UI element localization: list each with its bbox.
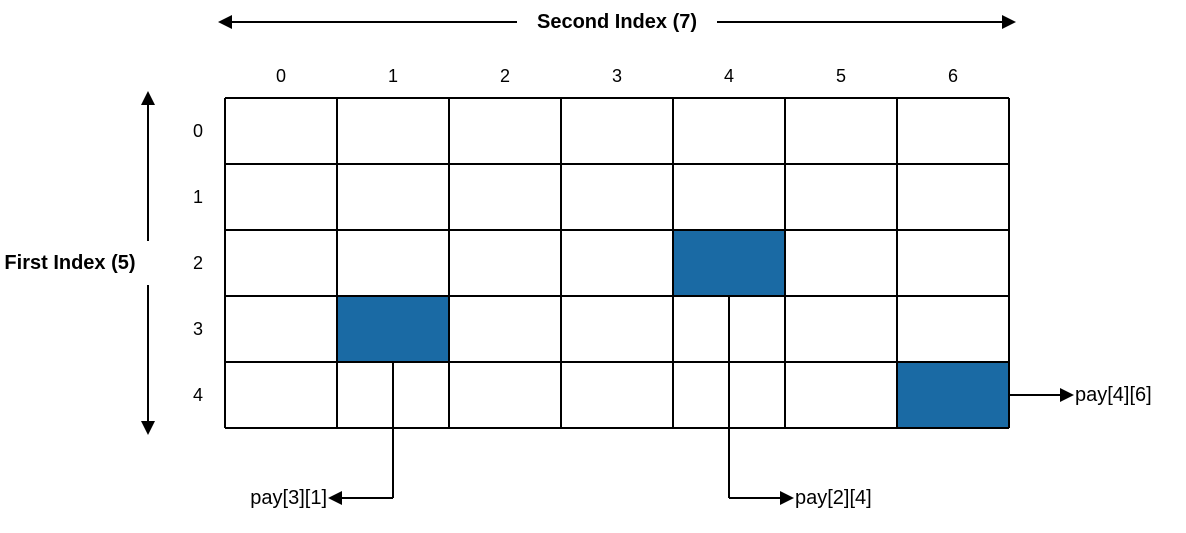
row-index-label: 1 — [193, 187, 203, 207]
col-index-label: 1 — [388, 66, 398, 86]
highlight-cell — [338, 297, 448, 361]
highlight-cell — [674, 231, 784, 295]
col-index-label: 6 — [948, 66, 958, 86]
left-axis-label: First Index (5) — [4, 252, 135, 274]
col-index-label: 0 — [276, 66, 286, 86]
grid-layer — [225, 98, 1009, 428]
col-index-label: 2 — [500, 66, 510, 86]
col-index-label: 3 — [612, 66, 622, 86]
row-index-label: 4 — [193, 385, 203, 405]
array-diagram: 0 1 2 3 4 5 6 0 1 2 3 4 Second Index (7) First Index … — [0, 0, 1186, 533]
callout-label: pay[3][1] — [250, 487, 327, 509]
highlight-cell — [898, 363, 1008, 427]
col-index-label: 4 — [724, 66, 734, 86]
top-axis-label: Second Index (7) — [537, 11, 697, 33]
label-layer: 0 1 2 3 4 5 6 0 1 2 3 4 Second Index (7) First Index … — [4, 11, 1009, 428]
row-index-label: 3 — [193, 319, 203, 339]
row-index-label: 2 — [193, 253, 203, 273]
col-index-label: 5 — [836, 66, 846, 86]
callout-label: pay[4][6] — [1075, 384, 1152, 406]
row-index-label: 0 — [193, 121, 203, 141]
callout-label: pay[2][4] — [795, 487, 872, 509]
